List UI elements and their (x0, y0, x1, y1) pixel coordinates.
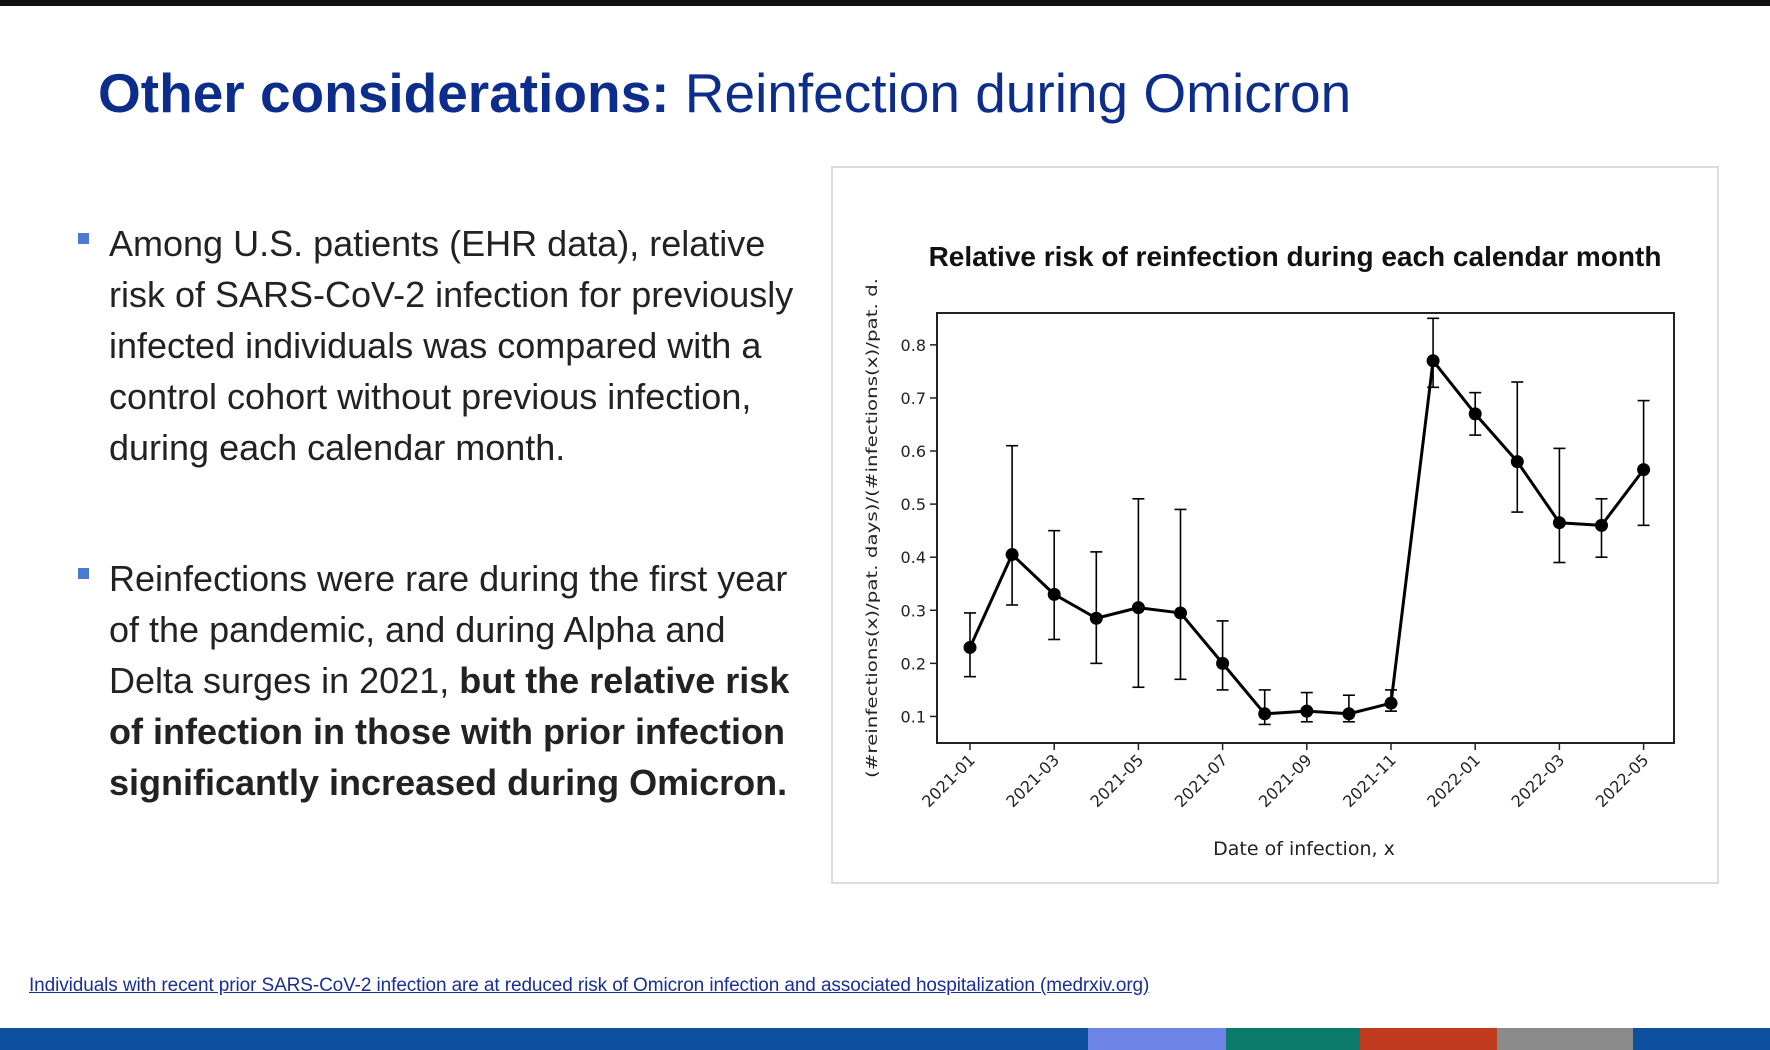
data-point (1510, 455, 1524, 469)
chart-panel: Relative risk of reinfection during each… (831, 166, 1719, 884)
error-bar (1174, 508, 1187, 681)
slide-title: Other considerations: Reinfection during… (98, 58, 1351, 128)
bullet-2-text: Reinfections were rare during the first … (109, 558, 788, 701)
data-point (1384, 696, 1398, 710)
bottom-bar-segment (1360, 1028, 1497, 1050)
x-axis: 2021-01 2021-03 2021-05 2021-07 2021-09 2021-… (918, 743, 1652, 811)
data-point (1131, 601, 1145, 615)
data-point (1258, 707, 1272, 721)
x-tick-label: 2021-11 (1339, 750, 1400, 811)
bullet-item: Among U.S. patients (EHR data), relative… (76, 218, 816, 473)
data-point (1005, 548, 1019, 562)
bottom-bar-segment (1226, 1028, 1360, 1050)
data-point (1637, 463, 1651, 477)
slide-title-bold: Other considerations: (98, 62, 670, 124)
x-tick-label: 2021-07 (1171, 750, 1232, 811)
y-tick-label: 0.5 (901, 495, 926, 514)
bottom-bar-segment (1633, 1028, 1770, 1050)
data-point (1089, 611, 1103, 625)
chart-title: Relative risk of reinfection during each… (929, 241, 1662, 272)
error-bar (1132, 498, 1145, 689)
error-bar (1427, 317, 1440, 389)
data-point (1300, 704, 1314, 718)
error-bar (1090, 551, 1103, 665)
error-bar (1006, 444, 1019, 606)
y-tick-label: 0.8 (901, 336, 926, 355)
error-bars (964, 317, 1650, 726)
error-bar (1216, 620, 1229, 691)
y-tick-label: 0.4 (901, 548, 926, 567)
y-tick-label: 0.7 (901, 389, 926, 408)
x-tick-label: 2021-01 (918, 750, 979, 811)
y-tick-label: 0.3 (901, 601, 926, 620)
top-bar (0, 0, 1770, 6)
error-bar (1048, 529, 1061, 641)
error-bar (1637, 399, 1650, 527)
data-point (1552, 516, 1566, 530)
bottom-color-bar (0, 1028, 1770, 1050)
bullet-list: Among U.S. patients (EHR data), relative… (76, 218, 816, 808)
series (963, 354, 1651, 721)
bullet-1-text: Among U.S. patients (EHR data), relative… (109, 223, 794, 468)
data-point (1216, 656, 1230, 670)
plot-frame (936, 312, 1675, 744)
series-line (968, 359, 1645, 716)
y-axis-label: (#reinfections(x)/pat. days)/(#infection… (863, 278, 881, 778)
data-point (963, 640, 977, 654)
square-bullet-icon (78, 233, 89, 244)
y-tick-label: 0.2 (901, 654, 926, 673)
x-tick-label: 2022-03 (1508, 750, 1569, 811)
square-bullet-icon (78, 568, 89, 579)
bottom-bar-segment (1497, 1028, 1633, 1050)
x-axis-label: Date of infection, x (1213, 838, 1395, 860)
x-tick-label: 2021-09 (1255, 750, 1316, 811)
y-axis: 0.1 0.2 0.3 0.4 0.5 0.6 0.7 0.8 (901, 336, 937, 726)
error-bar (1553, 447, 1566, 564)
bottom-bar-segment (1088, 1028, 1226, 1050)
data-point (1595, 518, 1608, 532)
source-link[interactable]: Individuals with recent prior SARS-CoV-2… (29, 975, 1150, 996)
data-point (1342, 707, 1356, 721)
reinfection-chart: Relative risk of reinfection during each… (863, 241, 1675, 860)
data-point (1047, 587, 1061, 601)
data-point (1426, 354, 1440, 368)
bullet-item: Reinfections were rare during the first … (76, 553, 816, 808)
x-tick-label: 2022-05 (1592, 750, 1653, 811)
data-point (1468, 407, 1482, 421)
y-tick-label: 0.6 (901, 442, 926, 461)
x-tick-label: 2021-03 (1002, 750, 1063, 811)
x-tick-label: 2022-01 (1423, 750, 1484, 811)
data-point (1174, 606, 1187, 620)
error-bar (1511, 381, 1524, 513)
x-tick-label: 2021-05 (1087, 750, 1148, 811)
bottom-bar-segment (0, 1028, 1088, 1050)
bullet-2-bold-text: but the relative risk of infection in th… (109, 660, 790, 803)
y-tick-label: 0.1 (901, 707, 926, 726)
slide-title-rest: Reinfection during Omicron (669, 62, 1352, 124)
